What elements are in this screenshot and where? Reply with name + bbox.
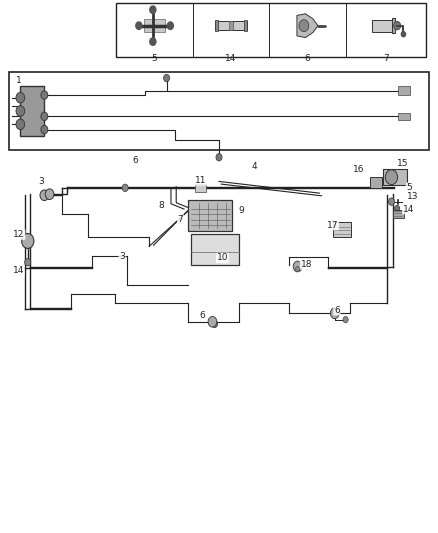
Text: 5: 5 xyxy=(406,183,412,192)
Circle shape xyxy=(209,318,215,326)
Text: 5: 5 xyxy=(152,54,157,63)
Circle shape xyxy=(21,233,34,248)
Text: 6: 6 xyxy=(334,305,340,314)
Circle shape xyxy=(212,320,218,328)
Circle shape xyxy=(293,261,302,272)
Text: 18: 18 xyxy=(300,260,312,269)
Circle shape xyxy=(16,92,25,103)
Text: 7: 7 xyxy=(383,54,389,63)
Circle shape xyxy=(16,119,25,130)
Bar xyxy=(393,209,404,217)
Circle shape xyxy=(385,169,398,184)
Text: 13: 13 xyxy=(407,192,419,201)
Circle shape xyxy=(389,198,395,205)
Circle shape xyxy=(25,259,31,266)
Circle shape xyxy=(150,38,156,45)
Text: 9: 9 xyxy=(239,206,244,215)
Text: 4: 4 xyxy=(251,162,257,171)
Bar xyxy=(383,169,407,185)
Circle shape xyxy=(41,112,48,120)
Circle shape xyxy=(330,308,339,319)
Circle shape xyxy=(299,20,309,31)
Circle shape xyxy=(45,189,54,199)
Circle shape xyxy=(401,31,406,37)
Text: 6: 6 xyxy=(200,311,205,320)
Text: 1: 1 xyxy=(16,76,22,85)
Text: 6: 6 xyxy=(304,54,310,63)
Text: 7: 7 xyxy=(178,215,184,224)
Text: 8: 8 xyxy=(159,201,164,211)
Circle shape xyxy=(208,317,217,327)
Circle shape xyxy=(167,22,173,29)
Text: 15: 15 xyxy=(397,159,408,168)
Circle shape xyxy=(216,154,222,161)
Bar xyxy=(117,3,426,56)
Bar xyxy=(20,86,44,136)
Circle shape xyxy=(150,6,156,13)
Bar xyxy=(195,183,206,191)
Text: 16: 16 xyxy=(353,165,364,174)
Text: 14: 14 xyxy=(12,266,24,275)
Text: 3: 3 xyxy=(119,253,125,261)
Bar xyxy=(392,19,395,33)
Circle shape xyxy=(163,74,170,82)
Bar xyxy=(215,21,247,30)
Bar xyxy=(244,20,247,31)
Bar xyxy=(144,19,165,32)
Circle shape xyxy=(41,91,48,99)
Circle shape xyxy=(122,184,128,191)
Circle shape xyxy=(40,190,49,200)
Text: 11: 11 xyxy=(195,176,206,185)
Circle shape xyxy=(394,21,401,30)
Text: 6: 6 xyxy=(132,156,138,165)
Bar xyxy=(372,20,393,31)
Bar xyxy=(398,86,410,94)
Circle shape xyxy=(395,205,400,212)
Circle shape xyxy=(16,106,25,116)
Circle shape xyxy=(136,22,142,29)
Text: 17: 17 xyxy=(327,221,338,230)
Circle shape xyxy=(295,266,300,272)
Text: 10: 10 xyxy=(217,254,228,262)
Text: 14: 14 xyxy=(403,205,414,214)
Polygon shape xyxy=(297,14,318,38)
Circle shape xyxy=(41,125,48,134)
Text: 12: 12 xyxy=(13,230,25,239)
Text: 14: 14 xyxy=(225,54,237,63)
Bar xyxy=(188,200,232,231)
Bar xyxy=(191,233,239,265)
Bar xyxy=(398,112,410,120)
Bar xyxy=(10,72,428,150)
Bar xyxy=(215,20,218,31)
Circle shape xyxy=(343,317,348,323)
Bar xyxy=(229,21,233,30)
Text: 3: 3 xyxy=(38,177,44,186)
Bar xyxy=(333,222,351,237)
Bar xyxy=(370,177,382,188)
